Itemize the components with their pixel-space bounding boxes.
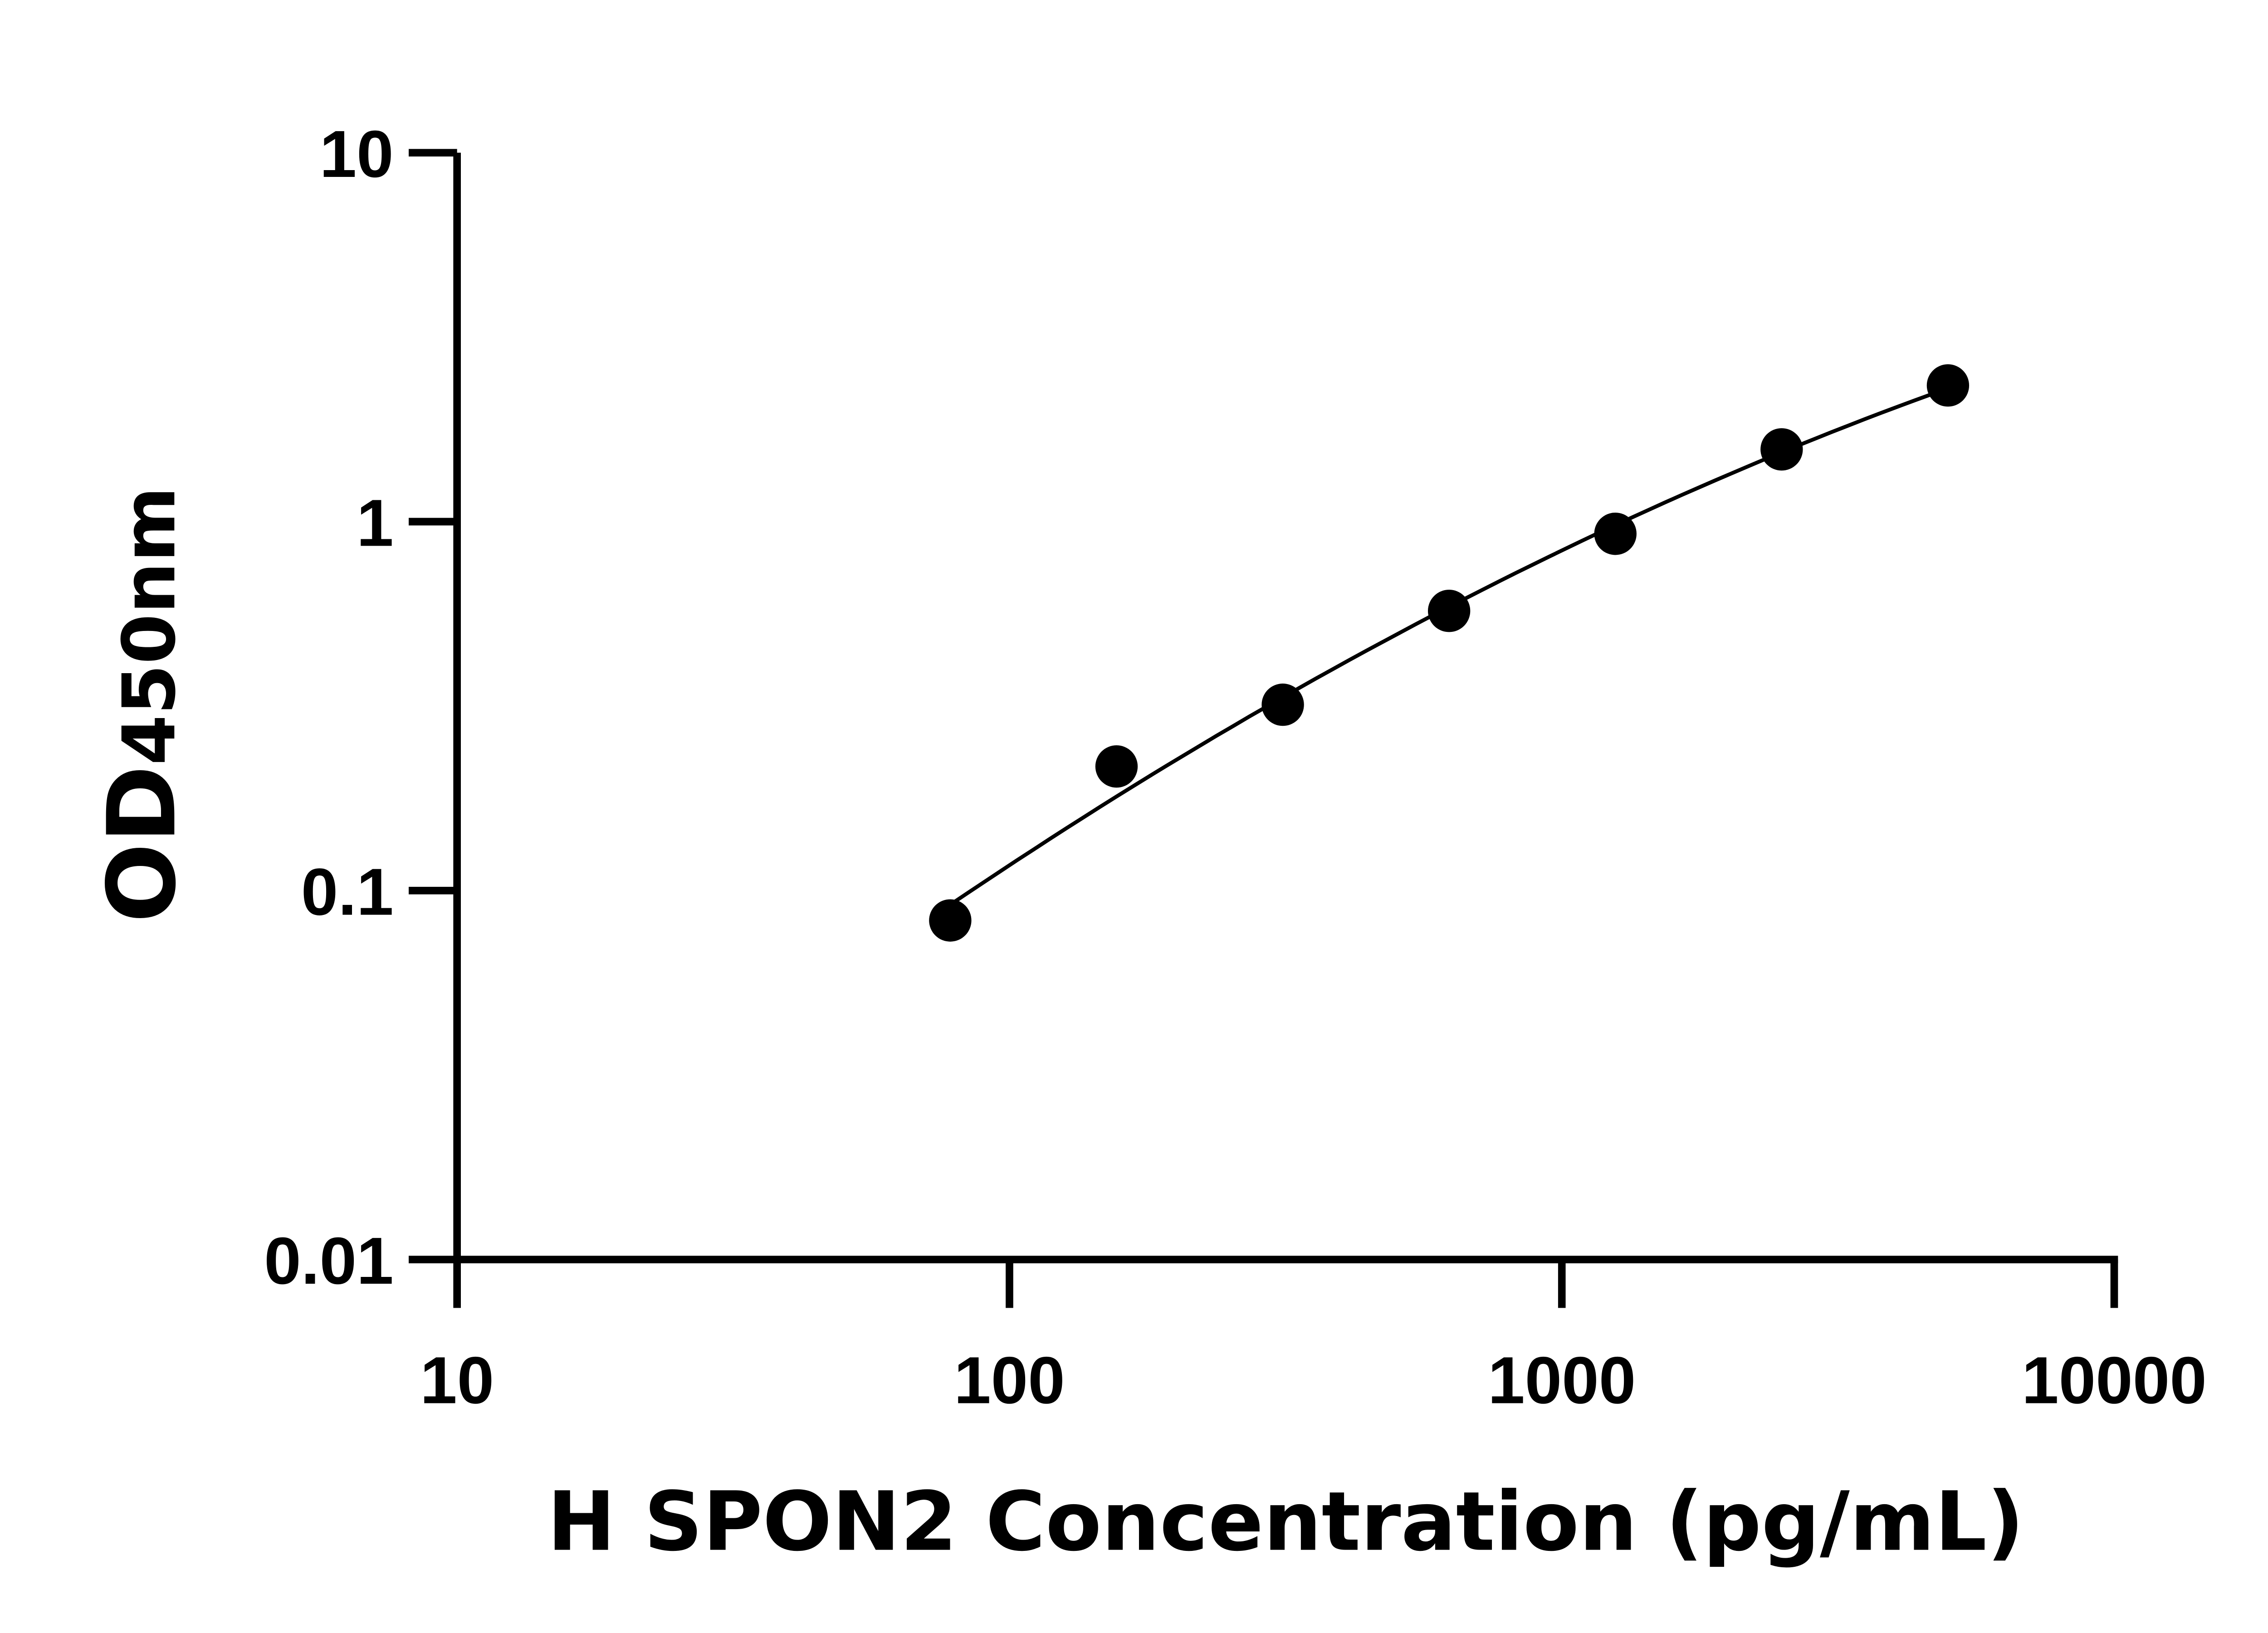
axes xyxy=(453,152,2118,1263)
fit-curve xyxy=(949,386,1949,906)
ticks: 10 100 1000 10000 0.01 0.1 1 10 xyxy=(264,117,2207,1418)
y-axis-title-main: OD xyxy=(87,765,196,923)
data-point xyxy=(1594,513,1637,555)
y-tick-label: 1 xyxy=(357,486,394,560)
y-axis-title-sub: 450nm xyxy=(107,486,191,765)
data-points xyxy=(929,364,1970,942)
x-tick-label: 10000 xyxy=(2022,1343,2207,1418)
x-tick-label: 100 xyxy=(954,1343,1065,1418)
data-point xyxy=(1427,590,1471,632)
x-axis-title: H SPON2 Concentration (pg/mL) xyxy=(547,1475,2024,1569)
data-point xyxy=(1095,745,1138,788)
data-point xyxy=(1261,683,1304,726)
data-point xyxy=(1926,364,1970,407)
y-axis-title: OD450nm xyxy=(87,486,196,923)
y-tick-label: 0.1 xyxy=(301,855,394,929)
x-tick-label: 1000 xyxy=(1488,1343,1636,1418)
y-tick-label: 10 xyxy=(320,117,394,191)
y-tick-label: 0.01 xyxy=(264,1224,393,1298)
x-tick-label: 10 xyxy=(420,1343,494,1418)
data-point xyxy=(1760,428,1803,471)
data-point xyxy=(929,899,972,942)
